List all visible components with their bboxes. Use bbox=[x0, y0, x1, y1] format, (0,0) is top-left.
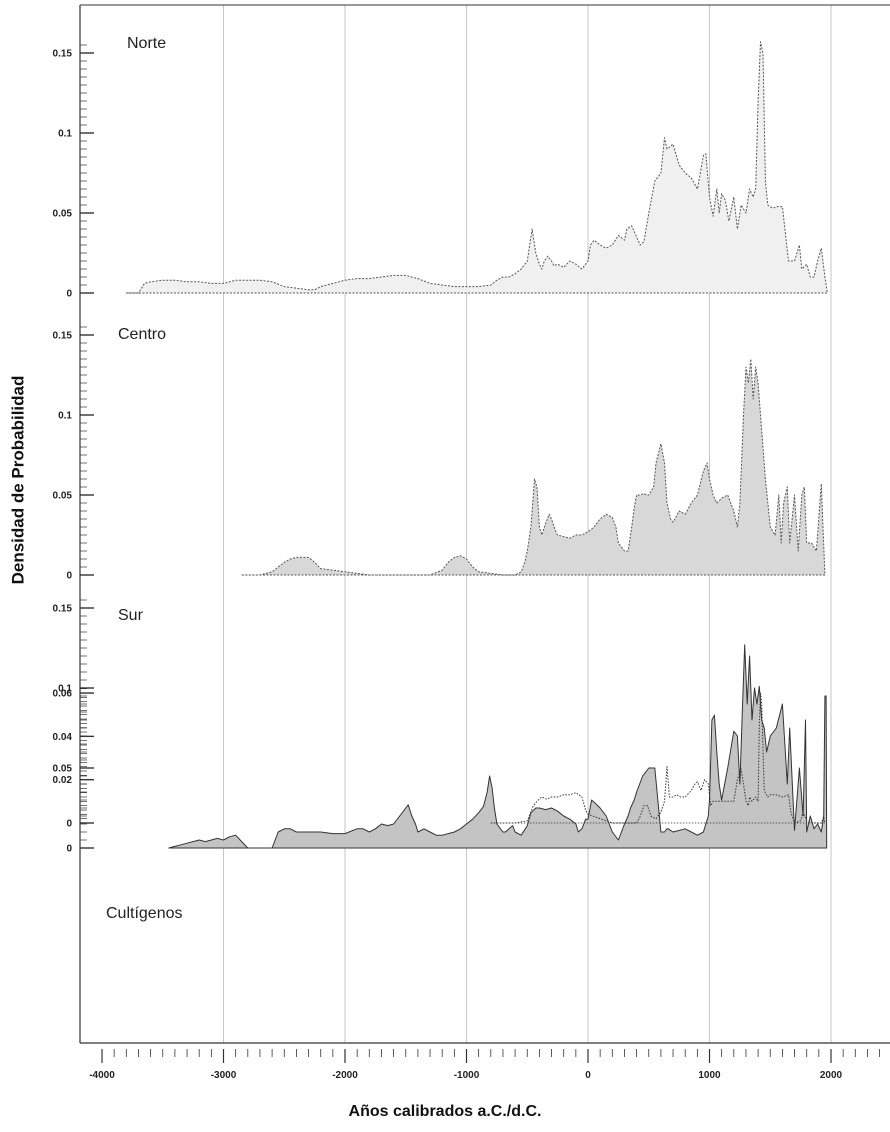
density-panels: 0 0.05 0.1 0.15 Norte 0 0.05 0.1 0.15 Centro 0 0.05… bbox=[53, 35, 828, 922]
y-axis-label: Densidad de Probabilidad bbox=[8, 375, 28, 585]
y-tick-label: 0.04 bbox=[53, 732, 73, 743]
y-tick-label: 0 bbox=[66, 571, 72, 582]
y-axis-label-container: Densidad de Probabilidad bbox=[2, 300, 34, 660]
density-curve-norte bbox=[125, 41, 828, 294]
axes: -4000 -3000 -2000 -1000 0 1000 2000 bbox=[79, 4, 890, 1081]
y-tick-label: 0 bbox=[66, 844, 72, 855]
x-tick-label: 2000 bbox=[820, 1070, 843, 1081]
y-tick-label: 0.02 bbox=[53, 775, 73, 786]
x-tick-label: 1000 bbox=[698, 1070, 721, 1081]
y-tick-label: 0.06 bbox=[53, 689, 73, 700]
y-tick-label: 0.15 bbox=[53, 331, 73, 342]
panel-title: Centro bbox=[118, 326, 166, 343]
y-tick-label: 0.05 bbox=[53, 491, 73, 502]
y-tick-label: 0.1 bbox=[58, 129, 72, 140]
x-tick-label: -1000 bbox=[454, 1070, 480, 1081]
y-tick-label: 0.15 bbox=[53, 49, 73, 60]
panel-centro: 0 0.05 0.1 0.15 Centro bbox=[53, 326, 826, 582]
y-tick-label: 0.05 bbox=[53, 764, 73, 775]
panel-title: Norte bbox=[127, 35, 166, 52]
panel-norte: 0 0.05 0.1 0.15 Norte bbox=[53, 35, 828, 300]
y-tick-label: 0.15 bbox=[53, 604, 73, 615]
y-tick-label: 0 bbox=[66, 289, 72, 300]
y-tick-label: 0.05 bbox=[53, 209, 73, 220]
y-tick-label: 0.1 bbox=[58, 684, 72, 695]
density-curve-centro bbox=[241, 358, 826, 576]
x-tick-label: -3000 bbox=[211, 1070, 237, 1081]
density-curve-sur bbox=[168, 644, 828, 849]
x-axis-label: Años calibrados a.C./d.C. bbox=[348, 1103, 542, 1120]
y-tick-label: 0 bbox=[66, 819, 72, 830]
y-tick-label: 0.1 bbox=[58, 411, 72, 422]
x-tick-label: 0 bbox=[585, 1070, 591, 1081]
x-tick-label: -4000 bbox=[89, 1070, 115, 1081]
panel-sur: 0 0.05 0.1 0.15 Sur bbox=[53, 599, 828, 855]
panel-title: Cultígenos bbox=[106, 905, 183, 922]
panel-cultígenos: 0 0.02 0.04 0.06 Cultígenos bbox=[53, 688, 826, 922]
x-tick-label: -2000 bbox=[332, 1070, 358, 1081]
panel-title: Sur bbox=[118, 607, 144, 624]
density-curve-cultígenos bbox=[490, 692, 826, 824]
